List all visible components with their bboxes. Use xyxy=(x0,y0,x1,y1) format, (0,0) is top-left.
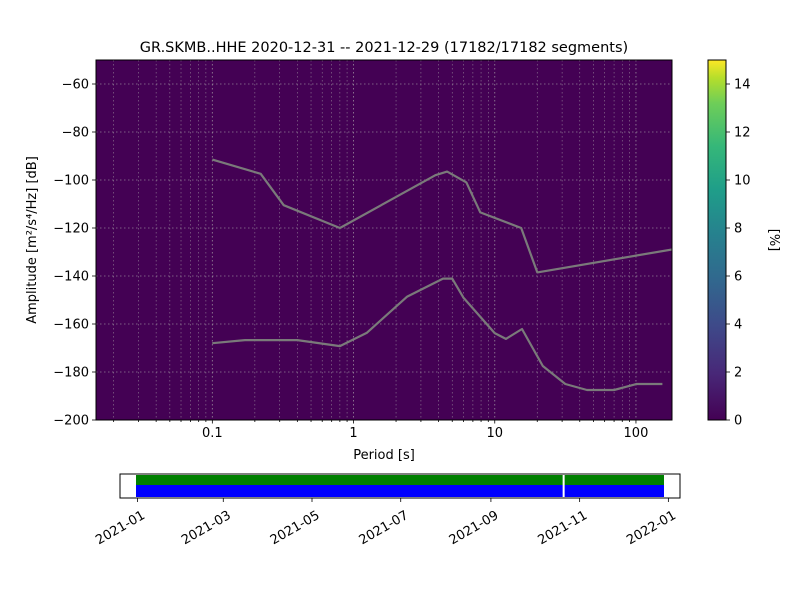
plot-frame xyxy=(95,59,673,421)
timeline-tick-label: 2021-01 xyxy=(93,508,148,548)
timeline-data-bar xyxy=(136,485,563,497)
timeline-ticks: 2021-01 2021-03 2021-05 2021-07 2021-09 2021-… xyxy=(93,498,679,548)
y-tick-label: −60 xyxy=(62,78,89,93)
colorbar-tick-label: 14 xyxy=(734,78,751,93)
timeline-tick-label: 2021-07 xyxy=(357,508,412,548)
colorbar-tick-label: 10 xyxy=(734,174,751,189)
x-axis: 0.1 1 10 100 xyxy=(113,420,649,441)
timeline-used-bar xyxy=(564,475,664,485)
timeline-bars xyxy=(136,475,664,497)
y-axis: −200 −180 −160 −140 −120 −100 −80 −60 xyxy=(53,78,96,429)
y-axis-label: Amplitude [m²/s⁴/Hz] [dB] xyxy=(25,156,40,324)
timeline-tick-label: 2022-01 xyxy=(624,508,679,548)
timeline-tick-label: 2021-05 xyxy=(268,508,323,548)
timeline-tick-label: 2021-09 xyxy=(447,508,502,548)
colorbar-tick-label: 0 xyxy=(734,414,742,429)
colorbar-tick-label: 12 xyxy=(734,126,751,141)
timeline-data-bar xyxy=(564,485,664,497)
plot-background xyxy=(96,60,672,420)
ppsd-plot: 0.1 1 10 100 −200 −180 −160 −140 −120 −100 −80 −60… xyxy=(25,59,673,463)
colorbar-ticks: 0 2 4 6 8 10 12 14 xyxy=(726,78,751,429)
colorbar-tick-label: 2 xyxy=(734,366,742,381)
x-tick-label: 0.1 xyxy=(202,426,223,441)
x-tick-label: 10 xyxy=(486,426,503,441)
high-noise-model-line xyxy=(211,158,672,274)
y-tick-label: −120 xyxy=(53,222,89,237)
y-tick-label: −80 xyxy=(62,126,89,141)
colorbar-tick-label: 4 xyxy=(734,318,742,333)
colorbar-gradient xyxy=(707,59,727,421)
timeline-used-bar xyxy=(136,475,563,485)
timeline-tick-label: 2021-03 xyxy=(179,508,234,548)
low-noise-model-line xyxy=(212,277,663,392)
x-tick-label: 100 xyxy=(624,426,649,441)
chart-title: GR.SKMB..HHE 2020-12-31 -- 2021-12-29 (1… xyxy=(140,40,628,56)
colorbar-tick-label: 8 xyxy=(734,222,742,237)
y-tick-label: −160 xyxy=(53,318,89,333)
y-tick-label: −140 xyxy=(53,270,89,285)
y-tick-label: −100 xyxy=(53,174,89,189)
x-axis-label: Period [s] xyxy=(353,448,415,463)
timeline-tick-label: 2021-11 xyxy=(535,508,590,548)
x-tick-label: 1 xyxy=(349,426,357,441)
data-timeline: 2021-01 2021-03 2021-05 2021-07 2021-09 2021-… xyxy=(93,473,681,548)
y-tick-label: −180 xyxy=(53,366,89,381)
colorbar-tick-label: 6 xyxy=(734,270,742,285)
noise-models xyxy=(211,158,672,392)
plot-grid xyxy=(96,60,672,420)
colorbar: 0 2 4 6 8 10 12 14 [%] xyxy=(707,59,781,429)
y-tick-label: −200 xyxy=(53,414,89,429)
colorbar-label: [%] xyxy=(766,229,781,252)
